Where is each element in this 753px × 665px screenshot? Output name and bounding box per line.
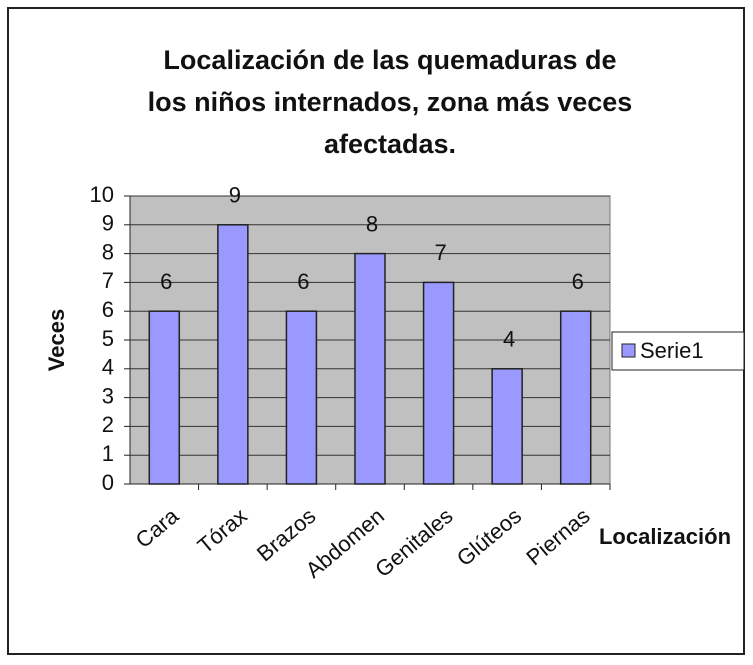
bar bbox=[217, 224, 249, 485]
data-label: 7 bbox=[434, 240, 446, 265]
y-tick-label: 5 bbox=[102, 326, 114, 351]
bar bbox=[491, 368, 523, 485]
chart-title: los niños internados, zona más veces bbox=[148, 87, 633, 117]
legend-swatch bbox=[621, 343, 636, 358]
data-label: 6 bbox=[297, 269, 309, 294]
legend-label: Serie1 bbox=[640, 338, 704, 363]
y-tick-label: 3 bbox=[102, 383, 114, 408]
bar bbox=[559, 310, 592, 485]
y-tick-label: 4 bbox=[102, 355, 114, 380]
data-label: 8 bbox=[366, 211, 378, 236]
bar bbox=[148, 310, 181, 485]
y-tick-label: 0 bbox=[102, 470, 114, 495]
chart-title: afectadas. bbox=[324, 129, 456, 159]
y-tick-label: 6 bbox=[102, 297, 114, 322]
bar bbox=[354, 252, 386, 485]
bar bbox=[285, 310, 318, 485]
chart-title: Localización de las quemaduras de bbox=[163, 45, 616, 75]
data-label: 6 bbox=[160, 269, 172, 294]
y-tick-label: 10 bbox=[90, 182, 114, 207]
y-tick-label: 8 bbox=[102, 239, 114, 264]
y-tick-label: 1 bbox=[102, 441, 114, 466]
x-axis-title: Localización bbox=[599, 524, 731, 549]
y-tick-label: 9 bbox=[102, 211, 114, 236]
data-label: 9 bbox=[229, 183, 241, 208]
bar bbox=[422, 281, 455, 485]
data-label: 6 bbox=[572, 269, 584, 294]
y-tick-label: 2 bbox=[102, 412, 114, 437]
y-axis-title: Veces bbox=[44, 309, 69, 371]
data-label: 4 bbox=[503, 327, 515, 352]
y-tick-label: 7 bbox=[102, 268, 114, 293]
